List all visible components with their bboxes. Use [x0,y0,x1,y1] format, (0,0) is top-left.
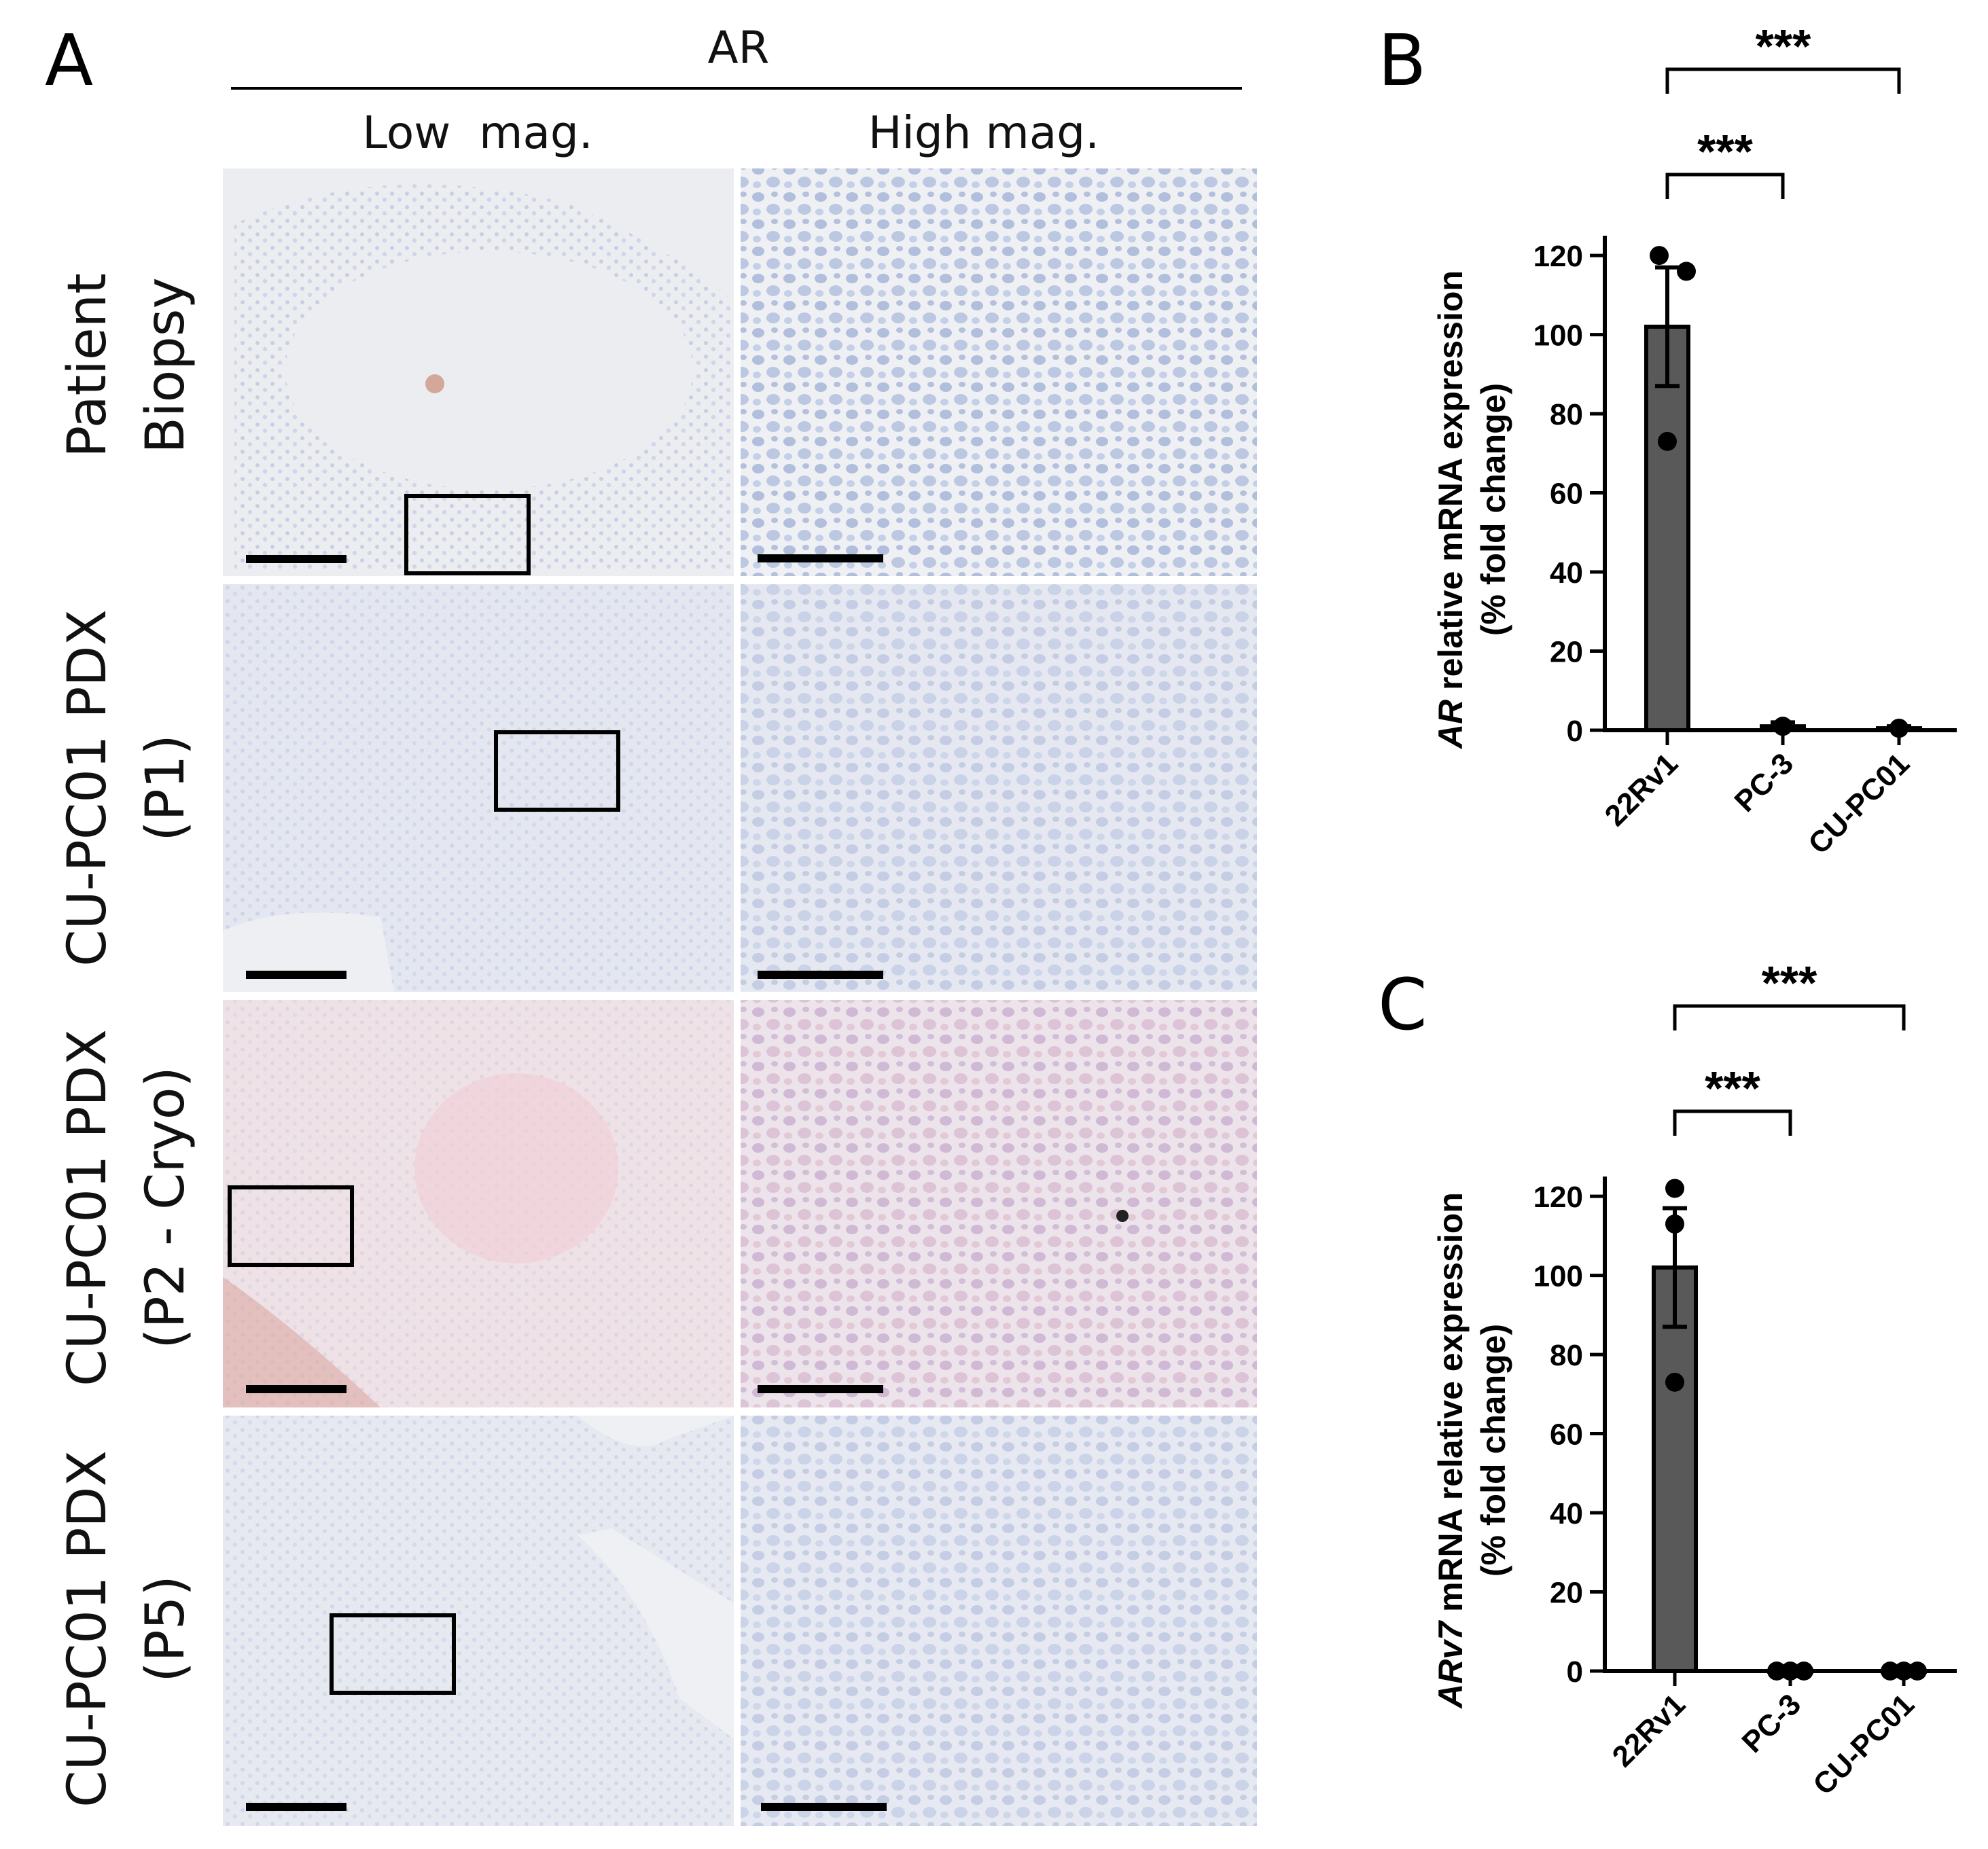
panel-b: B AR relative mRNA expression (% fold ch… [1378,19,1957,861]
panel-c: C ARv7 mRNA relative expression (% fold … [1378,956,1957,1801]
chart-b-ylabel-italic: AR [1432,700,1470,750]
data-point [1773,717,1792,736]
y-tick-label: 100 [1533,1260,1583,1293]
chart-c-ylabel: ARv7 mRNA relative expression [1432,1192,1470,1710]
chart-c-ylabel-italic: ARv7 [1432,1620,1470,1710]
y-tick-label: 0 [1567,715,1583,748]
micrograph-patient-biopsy-high [741,168,1257,576]
significance-label: *** [1762,956,1817,1009]
micrograph-p1-low [223,584,734,992]
row-label-line2: Biopsy [135,277,196,453]
micrograph-p2-cryo-high [741,1000,1257,1407]
y-tick-label: 20 [1550,1577,1583,1610]
data-point [1665,1214,1684,1234]
inset-box [404,494,531,575]
data-point [1658,431,1677,451]
y-tick-label: 20 [1550,636,1583,669]
significance-label: *** [1756,20,1811,73]
micrograph-p5-high [741,1416,1257,1826]
header-ar: AR [707,22,769,74]
micrograph-p5-low [223,1416,734,1826]
panel-b-letter: B [1378,19,1426,102]
data-point [1650,246,1669,266]
micrograph-patient-biopsy-low [223,168,734,576]
y-tick-label: 100 [1533,319,1583,353]
row-label-line1: CU-PC01 PDX [57,609,118,967]
y-tick-label: 80 [1550,398,1583,431]
micrograph-p2-cryo-low [223,1000,734,1407]
row-label-line2: (P1) [135,734,196,842]
row-label-line2: (P2 - Cryo) [135,1066,196,1349]
data-point [1677,262,1696,281]
x-tick-label-PC-3: PC-3 [1736,1687,1808,1759]
chart-c-ylabel-line2: (% fold change) [1474,1324,1512,1577]
panel-a-letter: A [45,19,93,102]
x-tick-label-22Rv1: 22Rv1 [1606,1687,1692,1773]
chart-b-plot: 0 20 40 60 80 100 120 22Rv1 PC-3 CU-PC01 ****** [1533,20,1957,861]
row-label-line1: Patient [57,273,118,458]
y-tick-label: 120 [1533,240,1583,273]
y-tick-label: 40 [1550,1497,1583,1530]
x-tick-label-CU-PC01: CU-PC01 [1807,1687,1921,1801]
significance-bracket [1673,1109,1792,1136]
x-tick-label-22Rv1: 22Rv1 [1599,747,1684,832]
significance-label: *** [1705,1062,1760,1115]
row-label-line2: (P5) [135,1575,196,1683]
row-label-line1: CU-PC01 PDX [57,1029,118,1386]
col-header-low-mag: Low mag. [362,107,593,159]
panel-a: A AR Low mag. High mag. Patient Biopsy C… [45,19,1257,1826]
significance-bracket [1665,67,1901,94]
y-tick-label: 40 [1550,556,1583,590]
y-tick-label: 80 [1550,1339,1583,1372]
data-point [1889,719,1909,738]
y-tick-label: 0 [1567,1655,1583,1689]
col-header-high-mag: High mag. [868,107,1099,159]
data-point [1908,1662,1927,1681]
inset-box [228,1185,354,1267]
bar-22Rv1 [1652,1265,1698,1673]
data-point [1794,1662,1813,1681]
row-label-patient-biopsy: Patient Biopsy [57,273,196,458]
significance-label: *** [1697,125,1753,178]
data-point [1881,1662,1900,1681]
y-tick-label: 120 [1533,1181,1583,1214]
row-label-line1: CU-PC01 PDX [57,1450,118,1808]
micrograph-p1-high [741,584,1257,992]
x-tick-label-PC-3: PC-3 [1728,747,1800,819]
chart-c-ylabel-rest: mRNA relative expression [1432,1192,1470,1621]
chart-c-plot: 0 20 40 60 80 100 120 22Rv1 PC-3 CU-PC01 ****** [1533,956,1957,1801]
inset-box [494,730,620,812]
significance-bracket [1673,1004,1906,1030]
chart-b-ylabel-line2: (% fold change) [1474,383,1512,636]
inset-box [330,1613,456,1695]
significance-bracket [1665,173,1785,199]
row-label-p5: CU-PC01 PDX (P5) [57,1450,196,1808]
data-point [1665,1179,1684,1198]
data-point [1665,1372,1684,1392]
row-label-p1: CU-PC01 PDX (P1) [57,609,196,967]
data-point [1767,1662,1786,1681]
y-tick-label: 60 [1550,478,1583,511]
chart-b-ylabel-rest: relative mRNA expression [1432,270,1470,700]
row-label-p2-cryo: CU-PC01 PDX (P2 - Cryo) [57,1029,196,1386]
y-tick-label: 60 [1550,1418,1583,1452]
panel-c-letter: C [1378,963,1427,1046]
chart-b-ylabel: AR relative mRNA expression [1432,270,1470,750]
x-tick-label-CU-PC01: CU-PC01 [1802,747,1916,861]
